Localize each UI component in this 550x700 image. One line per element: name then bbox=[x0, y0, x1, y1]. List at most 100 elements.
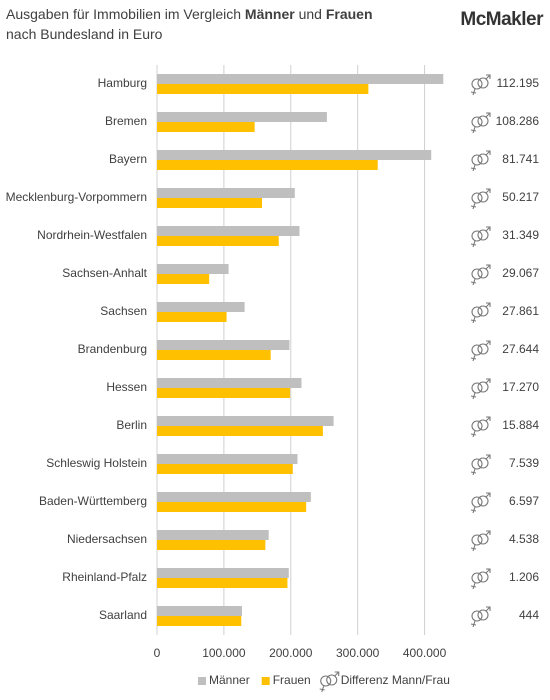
difference-icon bbox=[470, 150, 491, 172]
icon-stroke bbox=[486, 188, 491, 193]
bar bbox=[157, 492, 311, 502]
icon-stroke bbox=[485, 340, 491, 346]
difference-icon bbox=[470, 226, 491, 248]
icon-circle bbox=[477, 343, 489, 355]
y-tick-label: Niedersachsen bbox=[67, 532, 147, 546]
icon-stroke bbox=[470, 357, 477, 360]
icon-stroke bbox=[470, 167, 477, 170]
difference-icon bbox=[470, 492, 491, 514]
icon-stroke bbox=[486, 492, 491, 497]
icon-circle bbox=[471, 78, 483, 90]
icon-stroke bbox=[321, 685, 325, 693]
x-tick-label: 200.000 bbox=[269, 646, 313, 660]
y-tick-label: Berlin bbox=[116, 418, 147, 432]
y-tick-label: Mecklenburg-Vorpommern bbox=[6, 190, 147, 204]
difference-icon bbox=[470, 378, 491, 400]
icon-stroke bbox=[485, 378, 491, 384]
difference-label: 7.539 bbox=[509, 456, 539, 470]
icon-stroke bbox=[486, 112, 491, 117]
icon-circle bbox=[471, 116, 483, 128]
legend-label: Differenz Mann/Frau bbox=[341, 673, 450, 687]
y-tick-label: Hamburg bbox=[98, 76, 147, 90]
bar bbox=[157, 84, 369, 94]
icon-circle bbox=[477, 305, 489, 317]
y-tick-label: Hessen bbox=[106, 380, 147, 394]
icon-stroke bbox=[485, 188, 491, 194]
icon-circle bbox=[471, 306, 483, 318]
icon-circle bbox=[477, 153, 489, 165]
bar bbox=[157, 236, 279, 246]
icon-circle bbox=[471, 458, 483, 470]
icon-circle bbox=[471, 610, 483, 622]
difference-icon bbox=[470, 606, 491, 628]
bar bbox=[157, 160, 378, 170]
bar bbox=[157, 188, 295, 198]
bar bbox=[157, 302, 245, 312]
icon-circle bbox=[471, 230, 483, 242]
icon-stroke bbox=[470, 547, 477, 550]
difference-icon bbox=[470, 568, 491, 590]
legend-label: Frauen bbox=[273, 673, 311, 687]
bar bbox=[157, 530, 269, 540]
bar bbox=[157, 112, 327, 122]
difference-label: 444 bbox=[519, 608, 539, 622]
icon-circle bbox=[477, 457, 489, 469]
bar bbox=[157, 388, 291, 398]
bar bbox=[157, 540, 266, 550]
icon-stroke bbox=[485, 112, 491, 118]
bar bbox=[157, 454, 298, 464]
difference-label: 15.884 bbox=[502, 418, 539, 432]
icon-stroke bbox=[485, 530, 491, 536]
icon-stroke bbox=[485, 416, 491, 422]
icon-stroke bbox=[486, 606, 491, 611]
icon-stroke bbox=[470, 395, 477, 398]
difference-icon bbox=[470, 112, 491, 134]
icon-stroke bbox=[485, 302, 491, 308]
bar bbox=[157, 416, 334, 426]
icon-stroke bbox=[486, 74, 491, 79]
bar bbox=[157, 226, 300, 236]
y-tick-label: Baden-Württemberg bbox=[39, 494, 147, 508]
bar bbox=[157, 378, 302, 388]
icon-stroke bbox=[470, 623, 477, 626]
icon-circle bbox=[477, 267, 489, 279]
icon-stroke bbox=[470, 319, 477, 322]
x-tick-label: 400.000 bbox=[403, 646, 447, 660]
legend-swatch bbox=[198, 677, 206, 685]
difference-label: 31.349 bbox=[502, 228, 539, 242]
difference-icon bbox=[470, 302, 491, 324]
difference-label: 6.597 bbox=[509, 494, 539, 508]
icon-circle bbox=[471, 534, 483, 546]
icon-circle bbox=[477, 609, 489, 621]
icon-stroke bbox=[472, 316, 476, 324]
icon-circle bbox=[471, 154, 483, 166]
icon-circle bbox=[477, 419, 489, 431]
icon-stroke bbox=[486, 416, 491, 421]
icon-circle bbox=[477, 191, 489, 203]
icon-stroke bbox=[486, 226, 491, 231]
difference-icon bbox=[470, 530, 491, 552]
icon-stroke bbox=[472, 468, 476, 476]
y-tick-label: Bremen bbox=[105, 114, 147, 128]
bar bbox=[157, 606, 242, 616]
bar bbox=[157, 74, 444, 84]
difference-icon bbox=[470, 454, 491, 476]
icon-circle bbox=[471, 344, 483, 356]
icon-stroke bbox=[472, 126, 476, 134]
bar bbox=[157, 616, 242, 626]
bar bbox=[157, 568, 289, 578]
icon-stroke bbox=[334, 671, 340, 677]
icon-stroke bbox=[486, 378, 491, 383]
icon-circle bbox=[326, 674, 338, 686]
y-tick-label: Rheinland-Pfalz bbox=[62, 570, 147, 584]
bar bbox=[157, 150, 432, 160]
difference-label: 17.270 bbox=[502, 380, 539, 394]
bar bbox=[157, 340, 290, 350]
legend-label: Männer bbox=[209, 673, 250, 687]
icon-circle bbox=[320, 675, 332, 687]
y-tick-label: Saarland bbox=[99, 608, 147, 622]
title-part: und bbox=[295, 6, 326, 22]
icon-stroke bbox=[470, 205, 477, 208]
icon-circle bbox=[471, 572, 483, 584]
icon-circle bbox=[471, 192, 483, 204]
